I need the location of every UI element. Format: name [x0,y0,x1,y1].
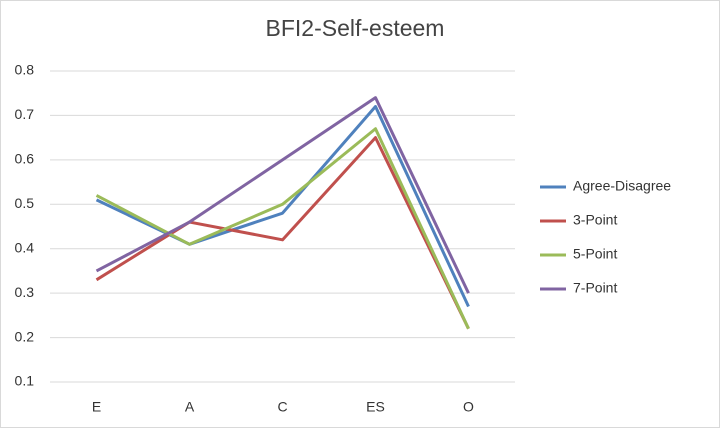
y-tick-label: 0.6 [15,151,35,167]
legend-label: 5-Point [573,246,617,262]
y-tick-label: 0.8 [15,62,35,78]
y-tick-label: 0.1 [15,373,35,389]
series-line [95,127,470,330]
y-tick-label: 0.7 [15,106,35,122]
y-tick-label: 0.5 [15,195,35,211]
series-line [95,96,470,294]
y-tick-label: 0.3 [15,284,35,300]
x-tick-label: C [277,399,287,415]
x-tick-label: O [463,399,474,415]
y-tick-label: 0.4 [15,239,35,255]
legend-label: Agree-Disagree [573,178,671,194]
x-tick-label: ES [366,399,385,415]
series-line [95,136,470,330]
x-tick-label: E [92,399,101,415]
legend-label: 3-Point [573,212,617,228]
x-tick-label: A [185,399,195,415]
chart-title: BFI2-Self-esteem [266,15,445,41]
legend-label: 7-Point [573,280,617,296]
y-tick-label: 0.2 [15,328,35,344]
